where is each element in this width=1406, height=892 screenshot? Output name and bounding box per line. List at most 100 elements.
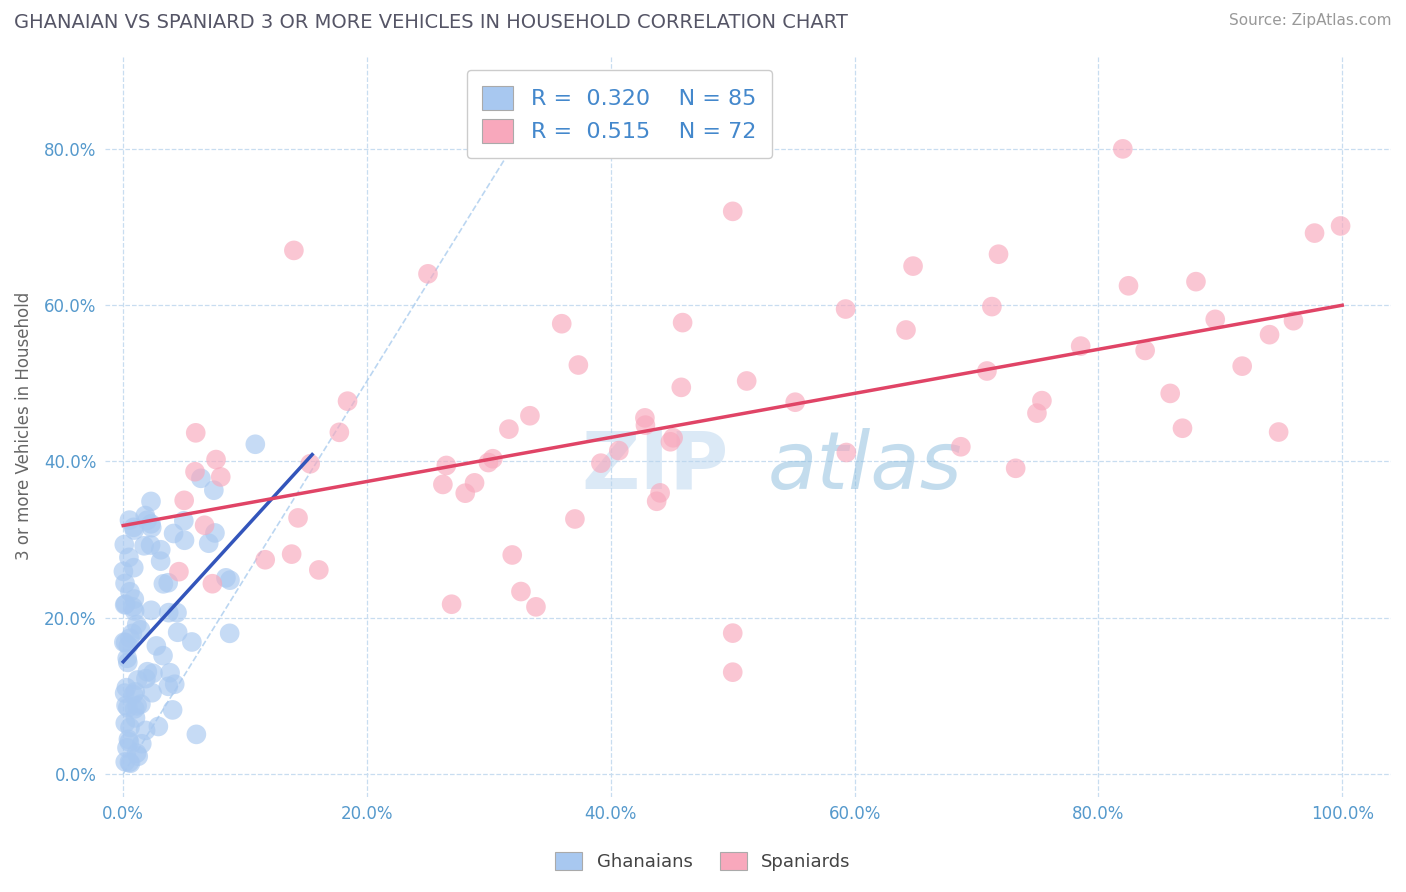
Point bbox=[112, 565, 135, 579]
Text: GHANAIAN VS SPANIARD 3 OR MORE VEHICLES IN HOUSEHOLD CORRELATION CHART: GHANAIAN VS SPANIARD 3 OR MORE VEHICLES … bbox=[14, 13, 848, 32]
Point bbox=[280, 547, 302, 561]
Point bbox=[129, 623, 152, 637]
Point bbox=[245, 437, 267, 451]
Point bbox=[634, 418, 657, 433]
Point bbox=[141, 686, 163, 700]
Point bbox=[662, 431, 685, 445]
Point bbox=[124, 592, 146, 607]
Point bbox=[201, 576, 224, 591]
Point bbox=[464, 475, 486, 490]
Point bbox=[122, 520, 145, 534]
Point bbox=[1267, 425, 1289, 439]
Point bbox=[114, 598, 136, 612]
Point bbox=[166, 606, 188, 620]
Point bbox=[118, 550, 141, 565]
Point bbox=[118, 632, 141, 646]
Point bbox=[129, 697, 152, 711]
Point bbox=[117, 732, 139, 747]
Point bbox=[482, 451, 505, 466]
Point bbox=[551, 317, 574, 331]
Point bbox=[564, 512, 586, 526]
Point bbox=[287, 511, 309, 525]
Point bbox=[1204, 312, 1226, 326]
Point bbox=[634, 410, 657, 425]
Point bbox=[180, 635, 202, 649]
Point bbox=[219, 573, 242, 587]
Point bbox=[1258, 327, 1281, 342]
Point bbox=[976, 364, 998, 378]
Point bbox=[299, 457, 322, 471]
Point bbox=[645, 494, 668, 508]
Point bbox=[166, 625, 188, 640]
Point bbox=[980, 300, 1002, 314]
Point bbox=[114, 576, 136, 591]
Point bbox=[157, 679, 180, 693]
Point bbox=[659, 434, 682, 449]
Point bbox=[434, 458, 457, 473]
Point bbox=[145, 639, 167, 653]
Point bbox=[254, 553, 277, 567]
Point bbox=[190, 471, 212, 485]
Point bbox=[149, 542, 172, 557]
Point bbox=[1282, 314, 1305, 328]
Point bbox=[735, 374, 758, 388]
Y-axis label: 3 or more Vehicles in Household: 3 or more Vehicles in Household bbox=[15, 292, 32, 560]
Point bbox=[139, 494, 162, 508]
Legend: Ghanaians, Spaniards: Ghanaians, Spaniards bbox=[548, 845, 858, 879]
Point bbox=[205, 452, 228, 467]
Point bbox=[834, 301, 856, 316]
Point bbox=[721, 204, 744, 219]
Point bbox=[136, 513, 159, 527]
Point bbox=[159, 665, 181, 680]
Point bbox=[148, 719, 170, 733]
Point bbox=[167, 565, 190, 579]
Point bbox=[142, 666, 165, 681]
Point bbox=[122, 599, 145, 614]
Point bbox=[125, 617, 148, 632]
Text: atlas: atlas bbox=[768, 428, 962, 506]
Point bbox=[134, 508, 156, 523]
Point bbox=[194, 518, 217, 533]
Point bbox=[136, 665, 159, 679]
Point bbox=[218, 626, 240, 640]
Point bbox=[1329, 219, 1351, 233]
Point bbox=[115, 651, 138, 665]
Point bbox=[498, 422, 520, 436]
Point bbox=[112, 538, 135, 552]
Point bbox=[122, 560, 145, 574]
Point bbox=[115, 698, 138, 713]
Text: ZIP: ZIP bbox=[582, 428, 728, 506]
Legend: R =  0.320    N = 85, R =  0.515    N = 72: R = 0.320 N = 85, R = 0.515 N = 72 bbox=[467, 70, 772, 159]
Point bbox=[124, 711, 146, 725]
Point bbox=[949, 440, 972, 454]
Point bbox=[1026, 406, 1049, 420]
Point bbox=[1112, 142, 1135, 156]
Point bbox=[117, 700, 139, 714]
Point bbox=[132, 539, 155, 553]
Point bbox=[1070, 339, 1092, 353]
Point bbox=[1185, 275, 1208, 289]
Point bbox=[115, 681, 138, 695]
Point bbox=[440, 597, 463, 611]
Point bbox=[124, 604, 146, 618]
Point bbox=[901, 259, 924, 273]
Point bbox=[122, 688, 145, 702]
Point bbox=[671, 316, 693, 330]
Point bbox=[124, 702, 146, 716]
Point bbox=[141, 603, 163, 617]
Point bbox=[114, 635, 136, 649]
Point bbox=[328, 425, 350, 440]
Point bbox=[432, 477, 454, 491]
Point bbox=[118, 584, 141, 599]
Point bbox=[114, 716, 136, 731]
Point bbox=[721, 626, 744, 640]
Point bbox=[416, 267, 439, 281]
Point bbox=[204, 525, 226, 540]
Point bbox=[1118, 278, 1140, 293]
Point bbox=[173, 493, 195, 508]
Point bbox=[157, 606, 180, 620]
Point bbox=[135, 723, 157, 738]
Point bbox=[112, 635, 135, 649]
Point bbox=[987, 247, 1010, 261]
Point bbox=[477, 456, 499, 470]
